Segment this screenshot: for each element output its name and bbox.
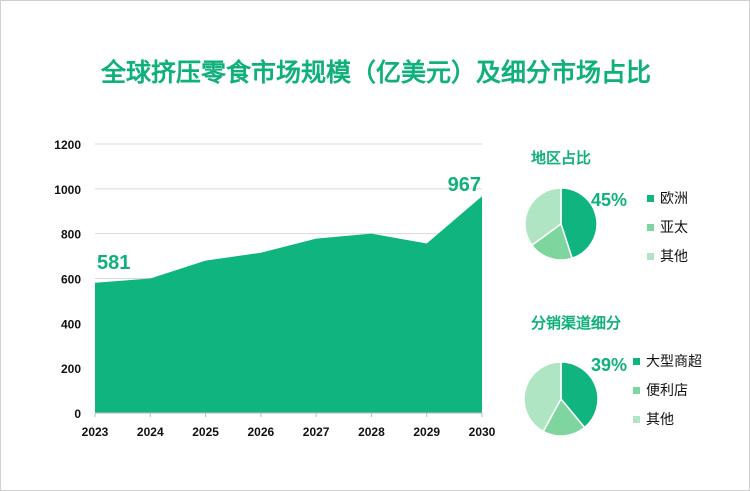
chart-title: 全球挤压零食市场规模（亿美元）及细分市场占比	[100, 58, 651, 87]
legend-swatch-icon	[647, 252, 654, 260]
x-tick-label: 2025	[192, 425, 219, 439]
pie-slice	[523, 361, 562, 433]
legend-swatch-icon	[647, 194, 654, 202]
x-tick-label: 2027	[303, 425, 330, 439]
y-tick-label: 800	[61, 228, 81, 242]
legend-swatch-icon	[633, 386, 640, 394]
pie2-title: 分销渠道细分	[531, 314, 622, 332]
x-tick-label: 2026	[248, 425, 275, 439]
legend-label: 其他	[646, 412, 674, 428]
legend-swatch-icon	[647, 223, 654, 231]
pie-slice	[542, 397, 586, 437]
legend-item: 大型商超	[633, 351, 702, 371]
legend-label: 亚太	[660, 220, 688, 236]
x-tick-label: 2028	[358, 425, 385, 439]
x-tick-label: 2030	[469, 425, 496, 439]
legend-label: 便利店	[646, 383, 688, 399]
area-series	[95, 196, 482, 413]
pie-slice	[560, 361, 599, 429]
x-tick-label: 2024	[137, 425, 164, 439]
legend-swatch-icon	[633, 357, 640, 365]
data-label-first: 581	[97, 252, 130, 274]
y-tick-label: 200	[61, 362, 81, 376]
y-tick-label: 1000	[54, 183, 81, 197]
pie1-title: 地区占比	[531, 149, 592, 167]
x-tick-label: 2023	[82, 425, 109, 439]
y-tick-label: 400	[61, 317, 81, 331]
legend-swatch-icon	[633, 415, 640, 423]
legend-label: 其他	[660, 249, 688, 265]
legend-item: 其他	[633, 409, 674, 429]
y-tick-label: 0	[74, 407, 81, 421]
legend-item: 其他	[647, 246, 688, 266]
data-label-last: 967	[448, 174, 481, 196]
pie-slice	[560, 187, 598, 260]
legend-item: 亚太	[647, 217, 688, 237]
y-tick-label: 600	[61, 273, 81, 287]
pie-percent-label: 39%	[591, 355, 627, 375]
x-tick-label: 2029	[413, 425, 440, 439]
legend-item: 便利店	[633, 380, 688, 400]
pie-slice	[530, 222, 574, 261]
legend-label: 大型商超	[646, 354, 702, 370]
pie-percent-label: 45%	[591, 190, 627, 210]
pie-slice	[524, 187, 562, 247]
legend-item: 欧洲	[647, 188, 688, 208]
y-tick-label: 1200	[54, 138, 81, 152]
legend-label: 欧洲	[660, 191, 688, 207]
